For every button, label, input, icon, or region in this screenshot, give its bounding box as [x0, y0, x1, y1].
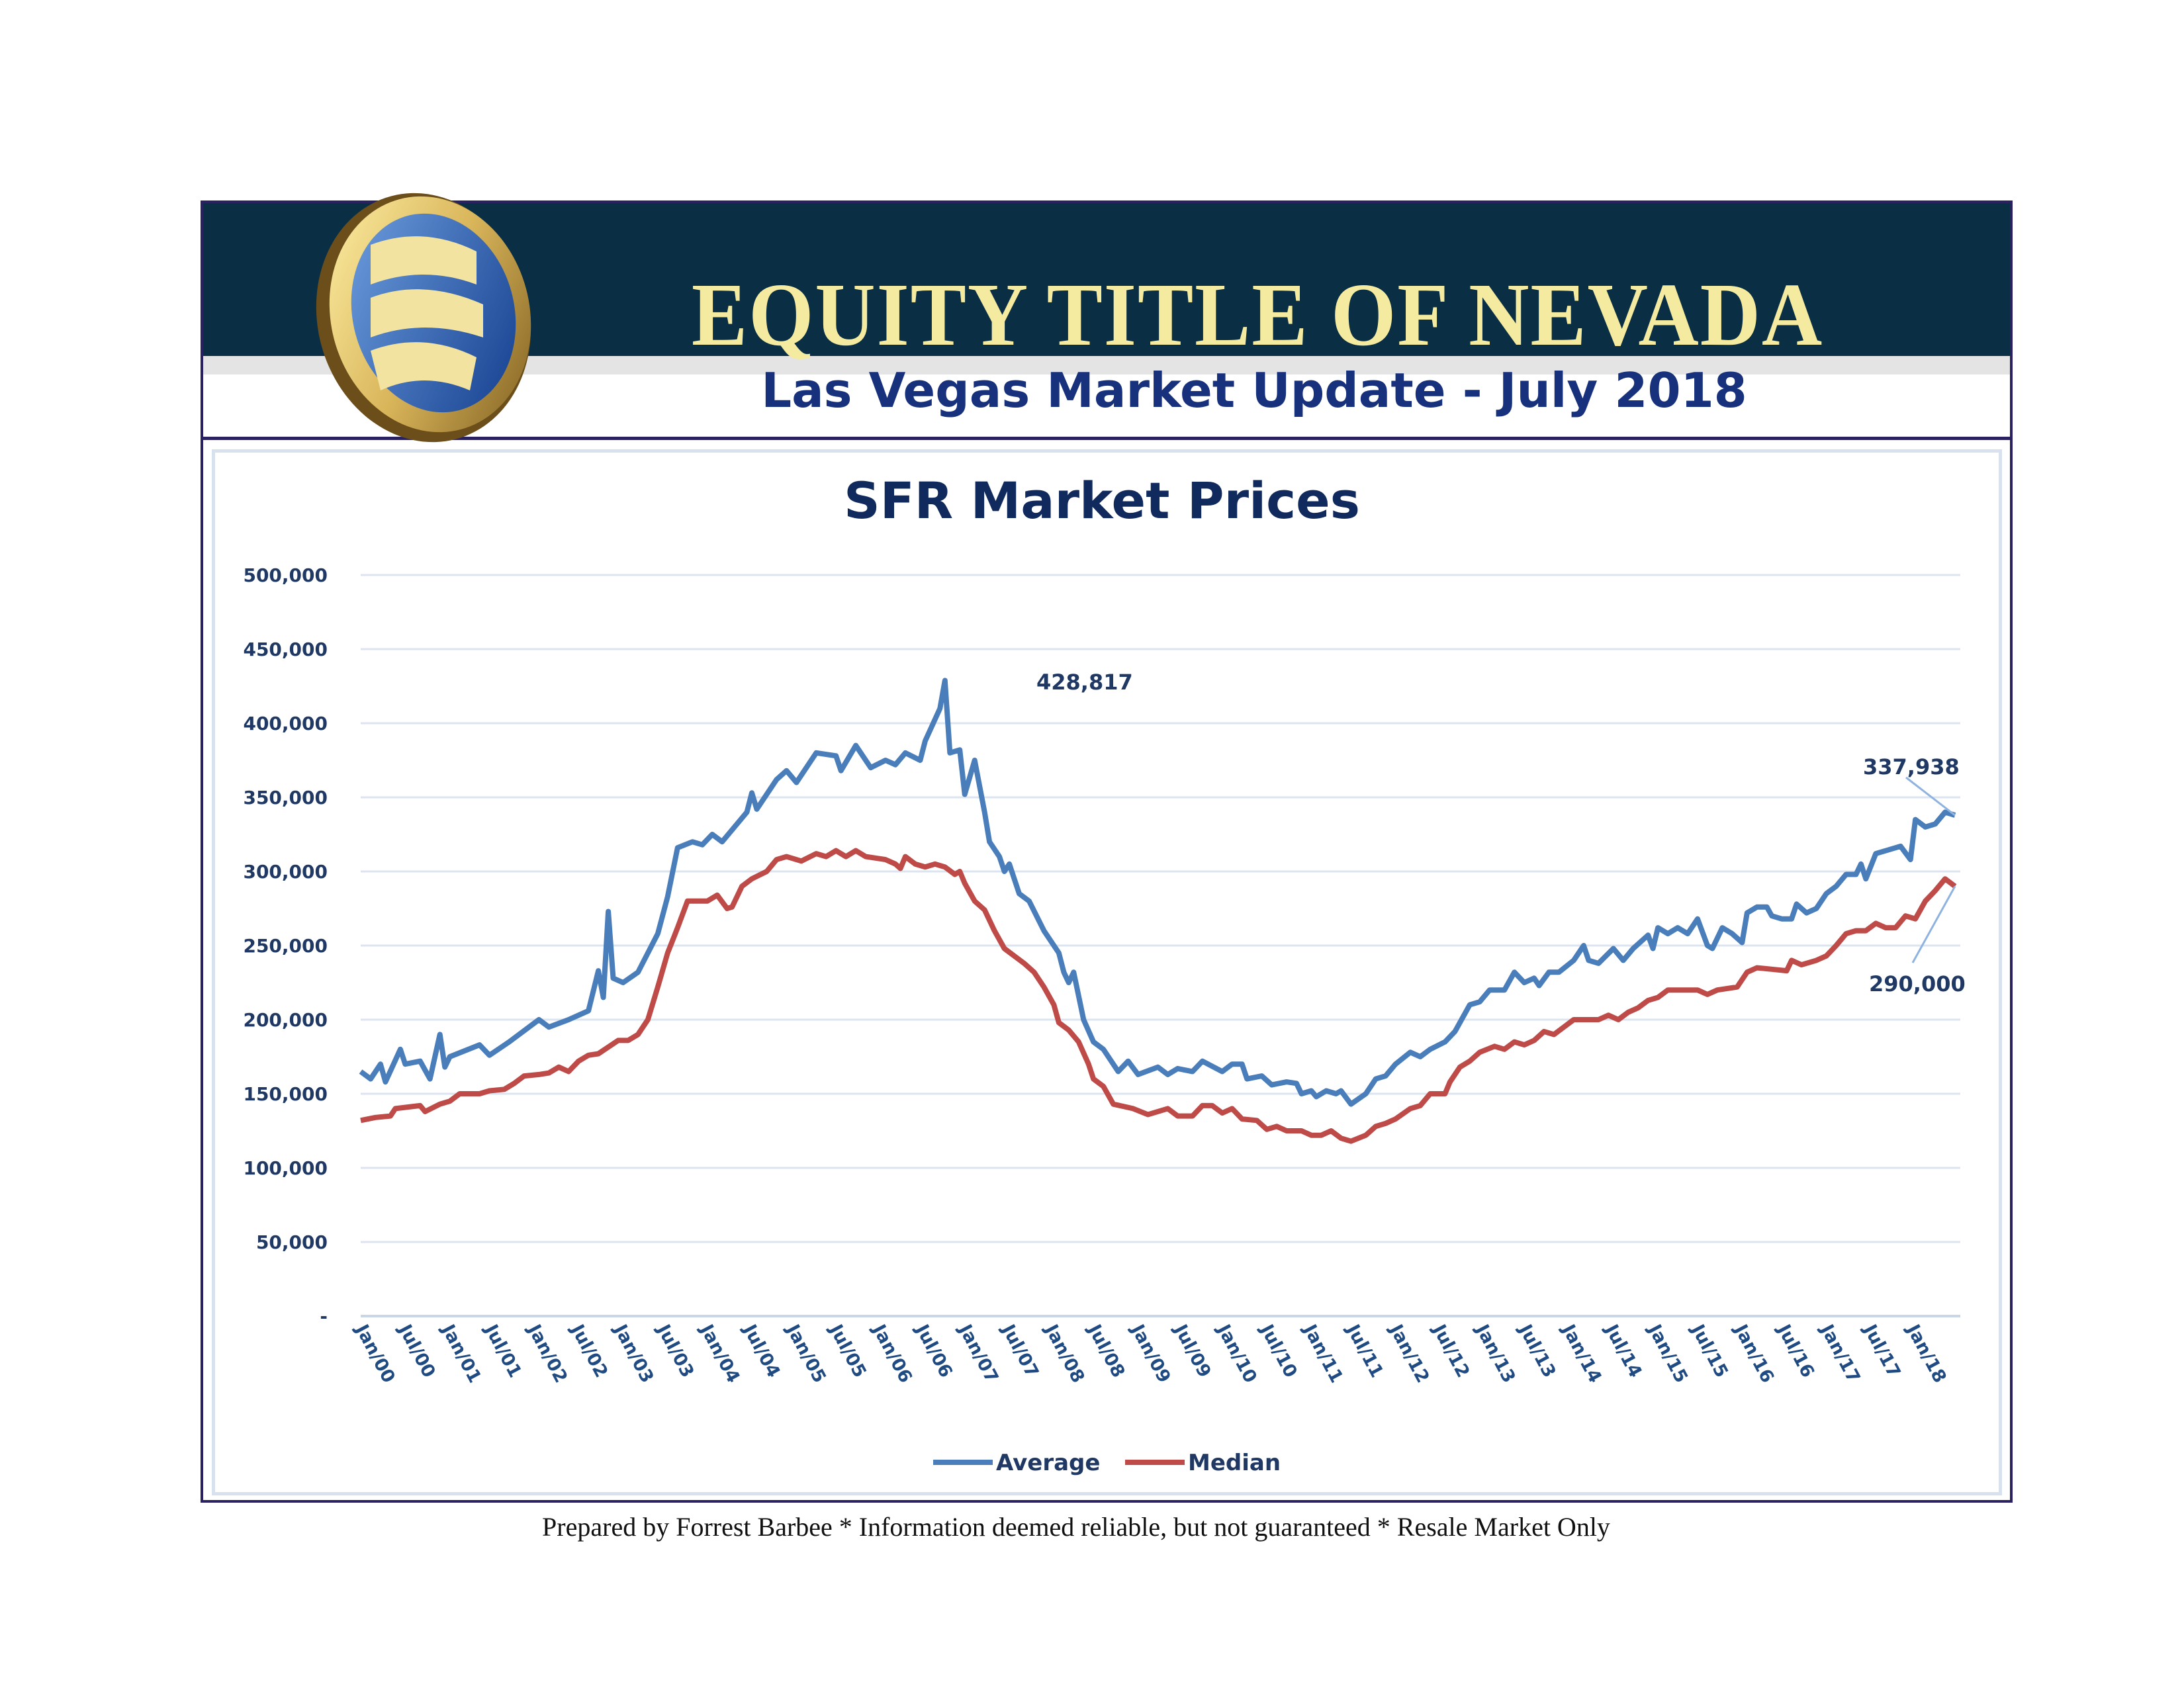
- annotation-peak: 428,817: [1036, 670, 1133, 695]
- x-tick-label: Jan/15: [1643, 1320, 1692, 1386]
- series-line-average: [359, 678, 1956, 1107]
- x-tick-label: Jan/01: [437, 1320, 485, 1386]
- x-tick-label: Jan/17: [1816, 1320, 1864, 1386]
- x-tick-label: Jan/07: [954, 1320, 1002, 1386]
- y-tick-label: 250,000: [243, 935, 328, 957]
- x-tick-label: Jan/14: [1557, 1320, 1606, 1386]
- x-tick-label: Jan/08: [1040, 1320, 1089, 1386]
- report-frame: [201, 200, 2013, 1503]
- x-tick-label: Jan/02: [523, 1320, 571, 1386]
- annotation-latest-average: 337,938: [1863, 754, 1960, 779]
- y-tick-label: 200,000: [243, 1009, 328, 1031]
- x-tick-label: Jul/13: [1514, 1320, 1560, 1381]
- footer-disclaimer: Prepared by Forrest Barbee * Information…: [542, 1512, 1610, 1542]
- company-name: EQUITY TITLE OF NEVADA: [691, 265, 1824, 365]
- x-tick-label: Jan/11: [1298, 1320, 1347, 1386]
- x-tick-label: Jul/00: [394, 1320, 439, 1381]
- annotation-latest-median: 290,000: [1869, 971, 1966, 996]
- x-tick-label: Jul/10: [1255, 1320, 1301, 1381]
- x-tick-label: Jul/08: [1083, 1320, 1129, 1381]
- x-tick-label: Jul/03: [653, 1320, 698, 1381]
- x-tick-label: Jan/04: [696, 1320, 744, 1386]
- x-tick-label: Jul/17: [1859, 1320, 1905, 1381]
- annotation-leader: [1911, 885, 1956, 963]
- x-tick-label: Jan/00: [351, 1320, 399, 1386]
- x-tick-label: Jan/16: [1729, 1320, 1778, 1386]
- y-tick-label: 100,000: [243, 1157, 328, 1179]
- x-tick-label: Jul/09: [1169, 1320, 1215, 1381]
- annotation-leader: [1905, 776, 1956, 817]
- chart-title: SFR Market Prices: [844, 471, 1360, 530]
- x-tick-label: Jul/15: [1686, 1320, 1732, 1381]
- y-tick-label: 450,000: [243, 639, 328, 660]
- x-tick-label: Jan/06: [868, 1320, 916, 1386]
- x-tick-label: Jul/02: [566, 1320, 612, 1381]
- x-tick-label: Jul/06: [911, 1320, 956, 1381]
- series-line-median: [360, 848, 1957, 1144]
- x-tick-label: Jan/13: [1471, 1320, 1520, 1386]
- y-tick-label: 150,000: [243, 1083, 328, 1105]
- y-tick-label: 400,000: [243, 713, 328, 734]
- y-tick-label: 50,000: [256, 1231, 328, 1253]
- x-tick-label: Jan/09: [1126, 1320, 1175, 1386]
- x-tick-label: Jul/01: [480, 1320, 525, 1381]
- x-tick-label: Jan/03: [610, 1320, 658, 1386]
- y-tick-label: 500,000: [243, 564, 328, 586]
- x-tick-label: Jan/05: [782, 1320, 830, 1386]
- header-divider: [201, 437, 2013, 440]
- report-subtitle: Las Vegas Market Update - July 2018: [761, 363, 1747, 418]
- y-tick-label: -: [320, 1306, 328, 1327]
- legend-label-average: Average: [996, 1450, 1100, 1476]
- x-tick-label: Jul/12: [1428, 1320, 1474, 1381]
- x-tick-label: Jul/11: [1342, 1320, 1387, 1381]
- y-tick-label: 300,000: [243, 861, 328, 883]
- x-tick-label: Jul/07: [997, 1320, 1043, 1381]
- legend-label-median: Median: [1188, 1450, 1281, 1476]
- chart-container: [212, 449, 2002, 1495]
- x-tick-label: Jan/18: [1902, 1320, 1950, 1386]
- x-tick-label: Jul/04: [739, 1320, 784, 1381]
- x-tick-label: Jul/14: [1600, 1320, 1646, 1381]
- x-tick-label: Jul/05: [825, 1320, 870, 1381]
- x-tick-label: Jan/12: [1385, 1320, 1433, 1386]
- y-tick-label: 350,000: [243, 787, 328, 809]
- x-tick-label: Jan/10: [1212, 1320, 1261, 1386]
- x-tick-label: Jul/16: [1772, 1320, 1818, 1381]
